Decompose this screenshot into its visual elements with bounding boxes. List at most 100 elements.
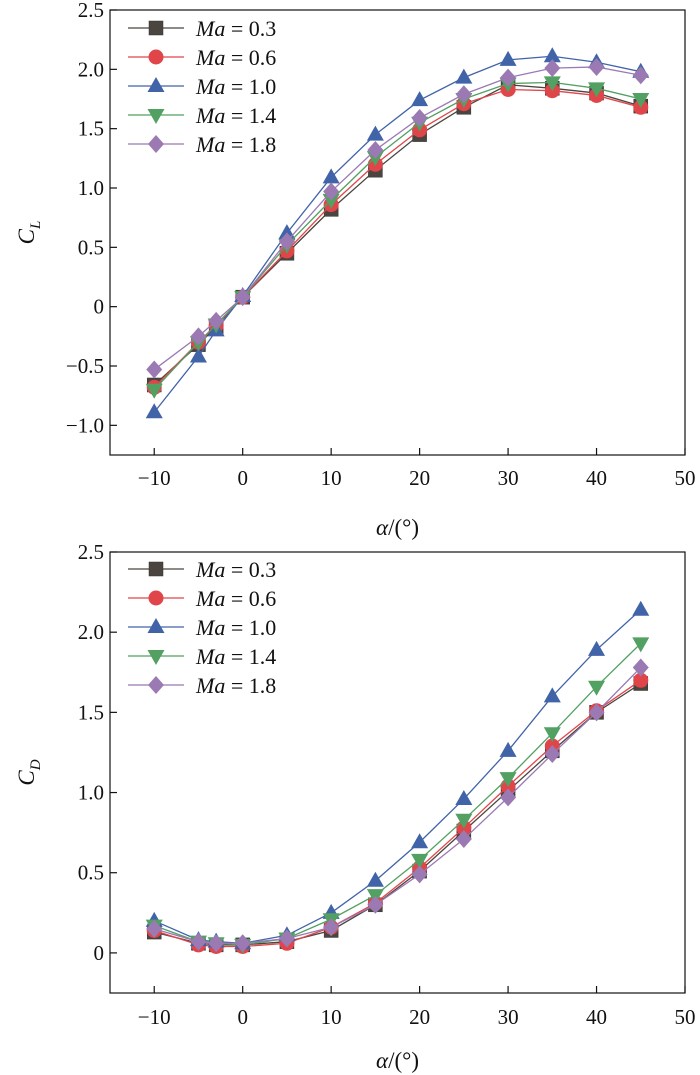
cd-y-axis-symbol: C [14, 770, 39, 786]
cd-y-tick-label: 2.5 [78, 540, 104, 564]
cd-data-point [411, 853, 429, 869]
cd-data-point [588, 680, 606, 696]
cd-x-tick-label: 0 [237, 1005, 248, 1029]
cl-y-tick-label: 1.0 [78, 176, 104, 200]
cd-x-tick-label: 20 [409, 1005, 430, 1029]
cl-plot-frame [109, 9, 686, 456]
cd-x-axis-title: α/(°) [376, 1048, 419, 1073]
cl-x-axis-symbol: α [376, 515, 389, 540]
cd-data-point [543, 687, 561, 703]
cd-legend-item: Ma = 1.8 [128, 673, 276, 698]
cd-data-point [278, 929, 295, 948]
cd-x-tick-label: 10 [321, 1005, 342, 1029]
cd-data-point [632, 600, 650, 616]
cl-legend-var: Ma [195, 132, 225, 157]
cl-legend-marker [148, 49, 164, 65]
cl-data-point [588, 82, 606, 98]
cd-legend-item: Ma = 1.0 [128, 615, 276, 640]
cl-legend-item: Ma = 1.4 [128, 103, 276, 128]
cl-x-tick-label: −10 [138, 466, 171, 490]
cd-chart: −10 0 10 20 30 40 50 0 0.5 1.0 1.5 2.0 2.5 α/(°) CD Ma … [14, 540, 696, 1073]
cl-legend-marker [148, 135, 164, 153]
cd-legend-marker [148, 561, 164, 577]
cl-y-axis-subscript: L [28, 221, 44, 230]
cd-data-point [411, 865, 428, 884]
cl-x-tick-label: 30 [498, 466, 519, 490]
cd-legend-item: Ma = 1.4 [128, 644, 276, 669]
cd-legend-marker [148, 590, 164, 606]
cl-legend-item: Ma = 0.6 [128, 45, 276, 70]
cl-legend-label: Ma = 1.4 [195, 103, 276, 128]
cl-legend-value: = 0.6 [225, 45, 276, 70]
cl-data-point [411, 108, 428, 127]
cd-data-point [632, 637, 650, 653]
cl-legend-var: Ma [195, 74, 225, 99]
cl-x-axis-unit: /(°) [388, 515, 419, 540]
cl-data-point [499, 50, 517, 66]
cd-data-point [632, 658, 649, 677]
cl-data-point [366, 125, 384, 141]
cd-x-tick-label: 30 [498, 1005, 519, 1029]
cd-legend-var: Ma [195, 615, 225, 640]
cd-legend-var: Ma [195, 673, 225, 698]
cl-data-point [632, 66, 649, 85]
cl-data-point [190, 327, 207, 346]
cl-series-1 [146, 82, 649, 395]
cl-data-point [322, 168, 340, 184]
cd-data-point [544, 745, 561, 764]
cl-x-tick-label: 40 [586, 466, 607, 490]
cl-y-tick-label: 1.5 [78, 117, 104, 141]
cd-x-tick-label: −10 [138, 1005, 171, 1029]
cl-data-point [455, 68, 473, 84]
cl-x-axis-title: α/(°) [376, 515, 419, 540]
cd-data-point [146, 919, 163, 938]
cl-data-point [323, 182, 340, 201]
cl-legend-var: Ma [195, 16, 225, 41]
cl-data-point [278, 224, 296, 240]
cd-legend-item: Ma = 0.3 [128, 557, 276, 582]
cl-legend-marker [147, 77, 165, 92]
cd-x-axis-symbol: α [376, 1048, 389, 1073]
cl-legend-item: Ma = 1.8 [128, 132, 276, 157]
cd-legend-var: Ma [195, 557, 225, 582]
cl-series-line [153, 81, 641, 391]
cd-data-point [588, 640, 606, 656]
cd-y-tick-label: 0 [94, 941, 105, 965]
cl-x-tick-label: 20 [409, 466, 430, 490]
cd-legend-var: Ma [195, 586, 225, 611]
cd-y-tick-label: 0.5 [78, 861, 104, 885]
cl-y-tick-label: 2.5 [78, 0, 104, 22]
cd-legend-item: Ma = 0.6 [128, 586, 276, 611]
cd-legend-label: Ma = 0.3 [195, 557, 276, 582]
cd-series-4 [146, 658, 649, 953]
cl-data-point [632, 93, 650, 108]
cl-data-point [455, 85, 472, 104]
cd-legend-value: = 0.3 [225, 557, 276, 582]
cl-x-tick-label: 10 [321, 466, 342, 490]
cd-data-point [411, 833, 429, 849]
cl-legend-label: Ma = 1.0 [195, 74, 276, 99]
cd-legend-value: = 1.0 [225, 615, 276, 640]
cl-legend-marker [148, 20, 164, 36]
cl-legend-var: Ma [195, 45, 225, 70]
cd-series-line [154, 679, 642, 948]
cl-data-point [234, 288, 251, 307]
cl-legend-item: Ma = 1.0 [128, 74, 276, 99]
cl-legend: Ma = 0.3Ma = 0.6Ma = 1.0Ma = 1.4Ma = 1.8 [128, 16, 276, 157]
cd-data-point [455, 830, 472, 849]
cl-y-axis-title: CL [14, 221, 44, 245]
cl-y-tick-label: 0 [94, 295, 105, 319]
cd-x-tick-label: 50 [675, 1005, 696, 1029]
cd-data-point [366, 871, 384, 887]
cd-legend-label: Ma = 0.6 [195, 586, 276, 611]
cd-legend-marker [148, 676, 164, 694]
cd-legend-var: Ma [195, 644, 225, 669]
cl-y-tick-label: 2.0 [78, 57, 104, 81]
cl-data-point [146, 360, 163, 379]
cd-legend: Ma = 0.3Ma = 0.6Ma = 1.0Ma = 1.4Ma = 1.8 [128, 557, 276, 698]
cd-y-axis-subscript: D [28, 759, 44, 771]
cl-data-point [145, 383, 163, 399]
cl-x-tick-label: 0 [237, 466, 248, 490]
cl-legend-label: Ma = 0.6 [195, 45, 276, 70]
